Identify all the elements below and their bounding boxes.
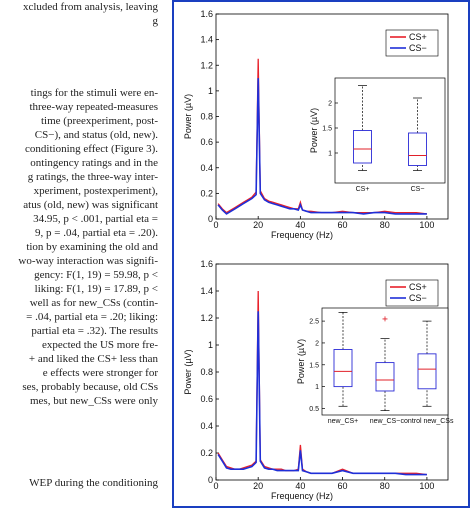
text-line: well as for new_CSs (contin- xyxy=(30,297,159,309)
x-tick-label: 100 xyxy=(419,481,434,491)
legend-box xyxy=(385,29,439,57)
y-tick-label: 1 xyxy=(328,151,332,158)
text-line: tings for the stimuli were en- xyxy=(31,87,159,99)
x-tick-label: 40 xyxy=(295,481,305,491)
box xyxy=(375,362,395,392)
y-tick-label: 0.8 xyxy=(200,367,213,377)
y-tick-label: 1.2 xyxy=(200,313,213,323)
y-tick-label: 0.4 xyxy=(200,421,213,431)
legend-label: CS+ xyxy=(409,32,427,42)
x-tick-label: 100 xyxy=(419,220,434,230)
x-tick-label: new_CS+ xyxy=(328,418,359,425)
y-tick-label: 1.5 xyxy=(309,362,319,369)
x-tick-label: control new_CSs xyxy=(401,418,454,425)
text-line: g xyxy=(153,15,159,27)
y-tick-label: 1.2 xyxy=(200,60,213,70)
y-tick-label: 1 xyxy=(315,384,319,391)
y-tick-label: 0.6 xyxy=(200,137,213,147)
box xyxy=(333,349,353,388)
legend-label: CS− xyxy=(409,43,427,53)
text-line: liking: F(1, 19) = 17.89, p < xyxy=(35,283,158,295)
y-tick-label: 2 xyxy=(328,101,332,108)
series-line xyxy=(217,311,427,476)
text-line: partial eta = .32). The results xyxy=(31,325,158,337)
text-line: mes, but new_CSs were only xyxy=(30,395,159,407)
x-tick-label: 80 xyxy=(380,481,390,491)
y-tick-label: 0.2 xyxy=(200,448,213,458)
x-tick-label: 60 xyxy=(338,481,348,491)
y-axis-label: Power (µV) xyxy=(296,339,306,384)
text-line: three-way repeated-measures xyxy=(29,101,158,113)
y-tick-label: 1.6 xyxy=(200,9,213,19)
text-line: conditioning effect (Figure 3). xyxy=(25,143,158,155)
text-line: gency: F(1, 19) = 59.98, p < xyxy=(34,269,158,281)
x-tick-label: 20 xyxy=(253,220,263,230)
y-tick-label: 0.2 xyxy=(200,188,213,198)
y-axis-label: Power (µV) xyxy=(183,94,193,139)
text-line: g ratings, the three-way inter- xyxy=(28,171,159,183)
y-tick-label: 1.4 xyxy=(200,35,213,45)
y-tick-label: 0.6 xyxy=(200,394,213,404)
y-tick-label: 0.4 xyxy=(200,163,213,173)
text-line: expected the US more fre- xyxy=(42,339,158,351)
text-line: 34.95, p < .001, partial eta = xyxy=(33,213,158,225)
y-tick-label: 0 xyxy=(208,214,213,224)
box xyxy=(353,130,372,164)
text-line: 9, p = .04, partial eta = .20). xyxy=(35,227,158,239)
outlier xyxy=(382,316,388,322)
box xyxy=(417,353,437,390)
inset-frame xyxy=(334,77,446,184)
text-line: + and liked the CS+ less than xyxy=(29,353,159,365)
x-axis-label: Frequency (Hz) xyxy=(271,230,333,240)
x-tick-label: CS+ xyxy=(356,186,370,193)
y-tick-label: 1.5 xyxy=(322,126,332,133)
box xyxy=(408,132,427,166)
series-line xyxy=(217,78,427,215)
y-tick-label: 1 xyxy=(208,86,213,96)
x-tick-label: 80 xyxy=(380,220,390,230)
x-tick-label: 60 xyxy=(338,220,348,230)
text-line: atus (old, new) was significant xyxy=(23,199,158,211)
text-line: tion by examining the old and xyxy=(26,241,158,253)
legend-label: CS− xyxy=(409,293,427,303)
y-axis-label: Power (µV) xyxy=(309,108,319,153)
x-tick-label: new_CS− xyxy=(370,418,401,425)
y-tick-label: 0.8 xyxy=(200,112,213,122)
text-line: xperiment, postexperiment), xyxy=(34,185,159,197)
x-tick-label: 20 xyxy=(253,481,263,491)
text-line: ontingency ratings and in the xyxy=(30,157,158,169)
legend-label: CS+ xyxy=(409,282,427,292)
text-line: WEP during the conditioning xyxy=(29,477,158,489)
y-tick-label: 1.6 xyxy=(200,259,213,269)
y-tick-label: 0 xyxy=(208,475,213,485)
x-tick-label: CS− xyxy=(411,186,425,193)
y-tick-label: 1 xyxy=(208,340,213,350)
y-axis-label: Power (µV) xyxy=(183,349,193,394)
x-tick-label: 0 xyxy=(213,481,218,491)
y-tick-label: 2.5 xyxy=(309,319,319,326)
text-line: time (preexperiment, post- xyxy=(41,115,158,127)
x-tick-label: 40 xyxy=(295,220,305,230)
legend-box xyxy=(385,279,439,307)
y-tick-label: 2 xyxy=(315,340,319,347)
text-line: wo-way interaction was signifi- xyxy=(18,255,158,267)
y-tick-label: 1.4 xyxy=(200,286,213,296)
text-line: = .04, partial eta = .20; liking: xyxy=(26,311,158,323)
series-line xyxy=(217,58,427,215)
y-tick-label: 0.5 xyxy=(309,406,319,413)
x-axis-label: Frequency (Hz) xyxy=(271,491,333,501)
x-tick-label: 0 xyxy=(213,220,218,230)
text-line: e effects were stronger for xyxy=(43,367,159,379)
text-line: CS−), and status (old, new). xyxy=(35,129,158,141)
text-line: xcluded from analysis, leaving xyxy=(23,1,159,13)
figure-border xyxy=(172,0,470,508)
text-line: ses, probably because, old CSs xyxy=(22,381,158,393)
